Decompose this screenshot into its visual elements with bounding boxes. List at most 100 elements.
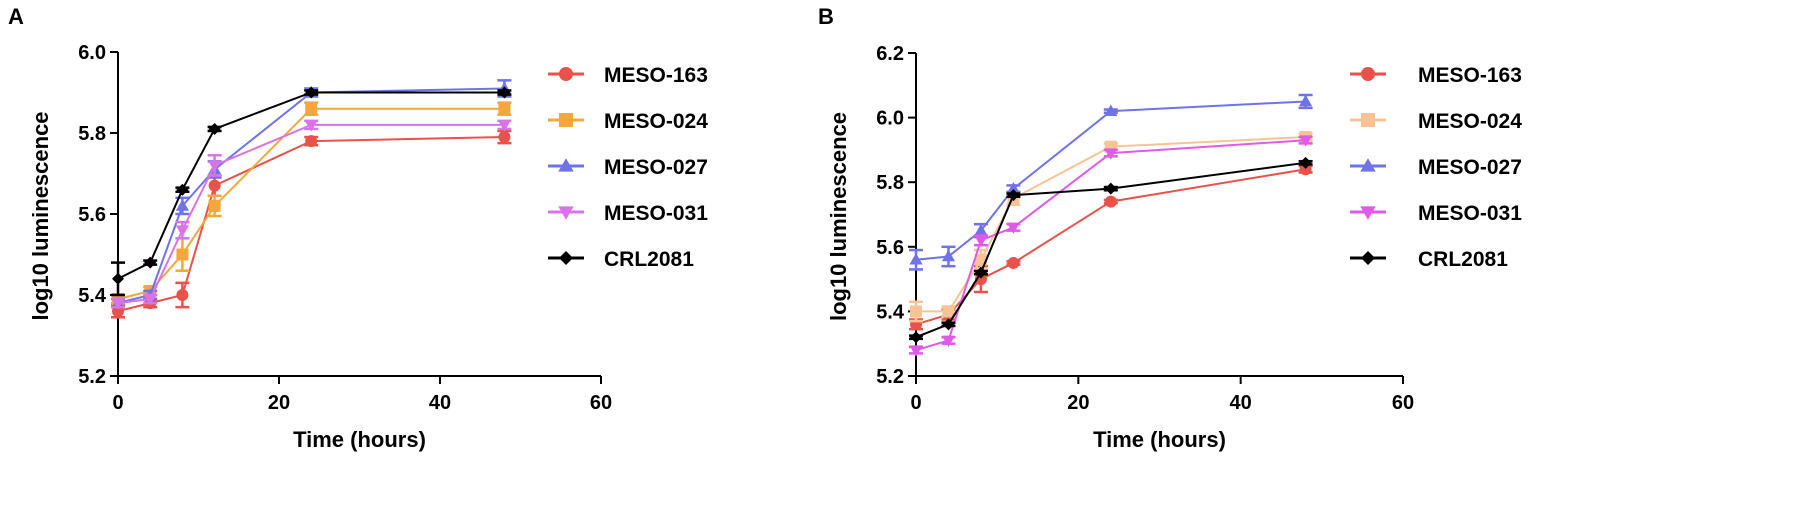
y-tick-label: 5.6 [78,204,106,226]
data-point [497,120,511,132]
legend-marker [558,158,574,172]
legend-label: CRL2081 [1418,248,1508,271]
y-tick-label: 5.8 [78,123,106,145]
data-point [304,120,318,132]
legend-item: MESO-027 [1350,156,1522,179]
x-tick-label: 60 [590,392,612,414]
legend-label: CRL2081 [604,248,694,271]
series-crl2081 [111,86,512,297]
x-tick-label: 40 [429,392,451,414]
y-tick-label: 6.0 [876,108,904,130]
data-point [208,199,221,212]
data-point [305,135,318,148]
data-point [112,272,124,285]
panel-letter: B [818,4,834,29]
legend-item: CRL2081 [1350,248,1508,271]
legend-label: MESO-031 [604,202,708,225]
data-point [208,122,221,135]
legend-marker [1361,113,1375,127]
x-axis-title: Time (hours) [293,427,426,452]
data-point [498,86,511,99]
legend-label: MESO-163 [1418,64,1522,87]
series-meso-163 [111,129,512,319]
data-point [111,298,125,310]
data-point [1299,156,1312,169]
data-point [942,305,955,318]
legend-item: MESO-163 [1350,64,1522,87]
legend-label: MESO-027 [604,156,708,179]
legend-item: MESO-163 [548,64,708,87]
x-tick-label: 40 [1230,392,1252,414]
legend-marker [1360,206,1376,220]
legend-item: MESO-031 [548,202,708,225]
x-tick-label: 20 [1067,392,1089,414]
legend-marker [1360,158,1376,172]
chart-panel-b: B 5.2 5.4 5.6 5.8 6.0 6.2 0 20 40 60 Time (hours) lo… [818,4,1522,452]
y-axis-title: log10 luminescence [28,111,53,320]
series-line [915,100,1306,261]
legend-item: MESO-024 [1350,110,1522,133]
series-crl2081 [909,156,1313,344]
data-point [143,294,157,306]
data-point [144,256,157,269]
data-point [910,305,922,318]
data-point [1299,94,1313,107]
series-line [117,123,505,305]
data-point [305,86,318,99]
legend-marker [558,206,574,220]
data-point [909,345,923,357]
y-tick-label: 5.4 [876,301,905,323]
y-tick-label: 6.2 [876,43,904,65]
y-tick-label: 5.2 [876,366,904,388]
data-point [910,331,922,344]
data-point [942,318,955,331]
data-point [498,131,511,144]
legend-marker [1361,251,1375,265]
data-point [1006,182,1020,194]
legend-marker [559,113,573,127]
data-point [974,266,987,279]
y-tick-label: 5.4 [78,285,107,307]
data-point [1007,256,1020,269]
data-point [1299,163,1312,176]
x-tick-label: 60 [1392,392,1414,414]
legend-label: MESO-024 [1418,110,1522,133]
y-tick-label: 5.8 [876,172,904,194]
data-point [974,253,987,266]
legend-label: MESO-163 [604,64,708,87]
data-point [176,289,189,301]
legend-marker [559,67,573,81]
y-tick-label: 5.6 [876,237,904,259]
data-point [1104,104,1118,116]
legend-label: MESO-031 [1418,202,1522,225]
data-point [974,235,988,247]
legend-label: MESO-024 [604,110,708,133]
data-point [974,224,988,236]
data-point [176,183,189,196]
data-point [909,253,923,265]
y-tick-label: 5.2 [78,366,106,388]
chart-panel-a: A 5.2 5.4 5.6 5.8 6.0 0 20 40 60 Time (hours) log10… [8,4,708,452]
legend-marker [1361,67,1375,81]
data-point [208,179,221,192]
data-point [1104,182,1117,195]
x-axis-title: Time (hours) [1093,427,1226,452]
panel-letter: A [8,4,24,29]
legend-item: MESO-031 [1350,202,1522,225]
legend-marker [559,251,573,265]
series-meso-031 [111,119,512,310]
x-tick-label: 20 [268,392,290,414]
data-point [1299,135,1313,147]
legend-item: MESO-024 [548,110,708,133]
legend-label: MESO-027 [1418,156,1522,179]
legend-item: MESO-027 [548,156,708,179]
x-tick-label: 0 [112,392,123,414]
data-point [1007,189,1020,202]
data-point [941,249,956,262]
data-point [498,102,511,115]
series-meso-027 [909,93,1313,271]
data-point [175,199,189,211]
y-tick-label: 6.0 [78,42,106,64]
